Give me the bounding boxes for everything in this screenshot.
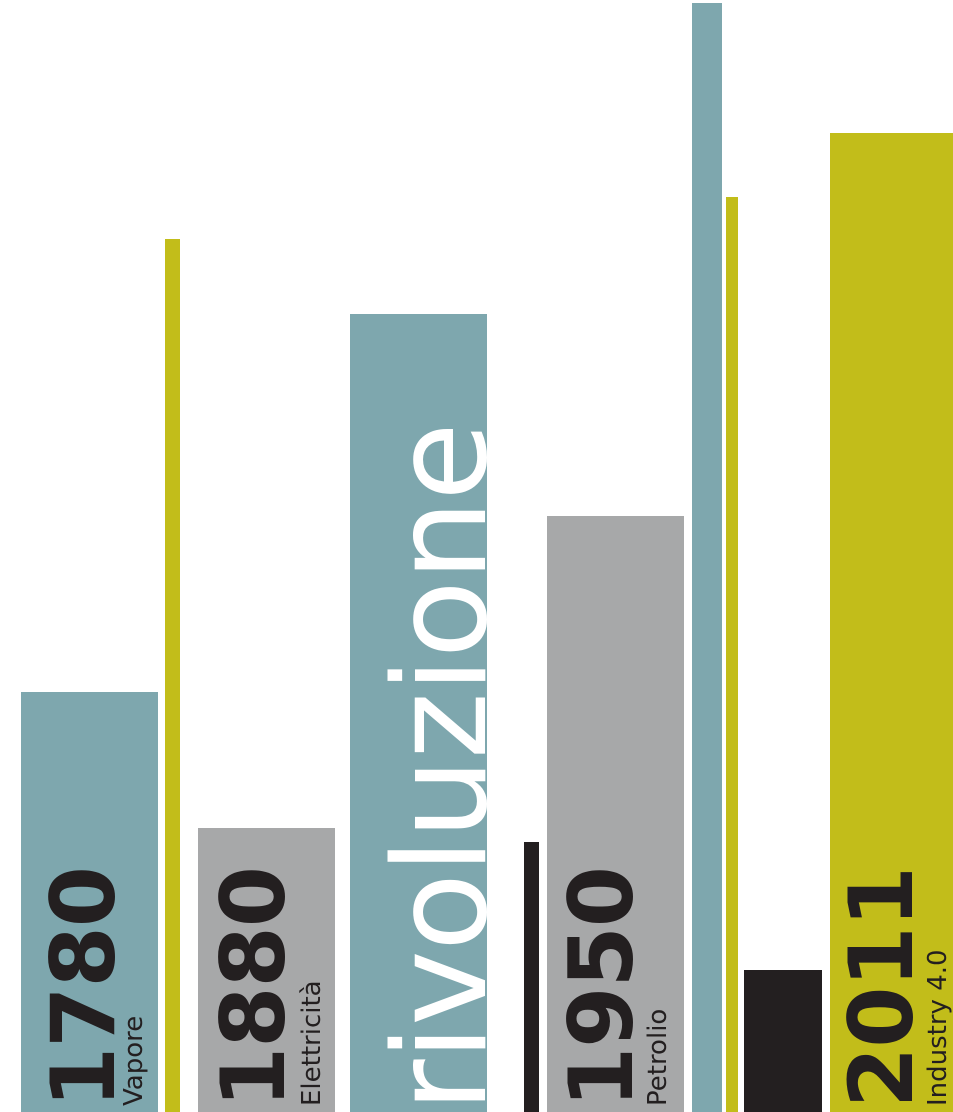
thin-bar-teal bbox=[692, 3, 722, 1112]
name-vapore: Vapore bbox=[119, 1015, 149, 1106]
year-1950: 1950 bbox=[550, 867, 653, 1108]
thin-bar-olive-2 bbox=[726, 197, 738, 1112]
bar-1780 bbox=[21, 692, 158, 1112]
thin-bar-olive-1 bbox=[165, 239, 180, 1112]
year-2011: 2011 bbox=[830, 867, 933, 1108]
name-elettricita: Elettricità bbox=[297, 980, 327, 1106]
thin-bar-dark bbox=[524, 842, 539, 1112]
bar-2011 bbox=[830, 133, 953, 1112]
name-industry: Industry 4.0 bbox=[923, 949, 953, 1106]
bar-rivoluzione bbox=[350, 314, 487, 1112]
name-petrolio: Petrolio bbox=[643, 1008, 673, 1106]
rivoluzione-word: rivoluzione bbox=[367, 423, 516, 1112]
year-1780: 1780 bbox=[32, 867, 135, 1108]
year-1880: 1880 bbox=[202, 867, 305, 1108]
bar-1880 bbox=[198, 828, 335, 1112]
bar-1950 bbox=[547, 516, 684, 1112]
dark-block bbox=[744, 970, 822, 1112]
